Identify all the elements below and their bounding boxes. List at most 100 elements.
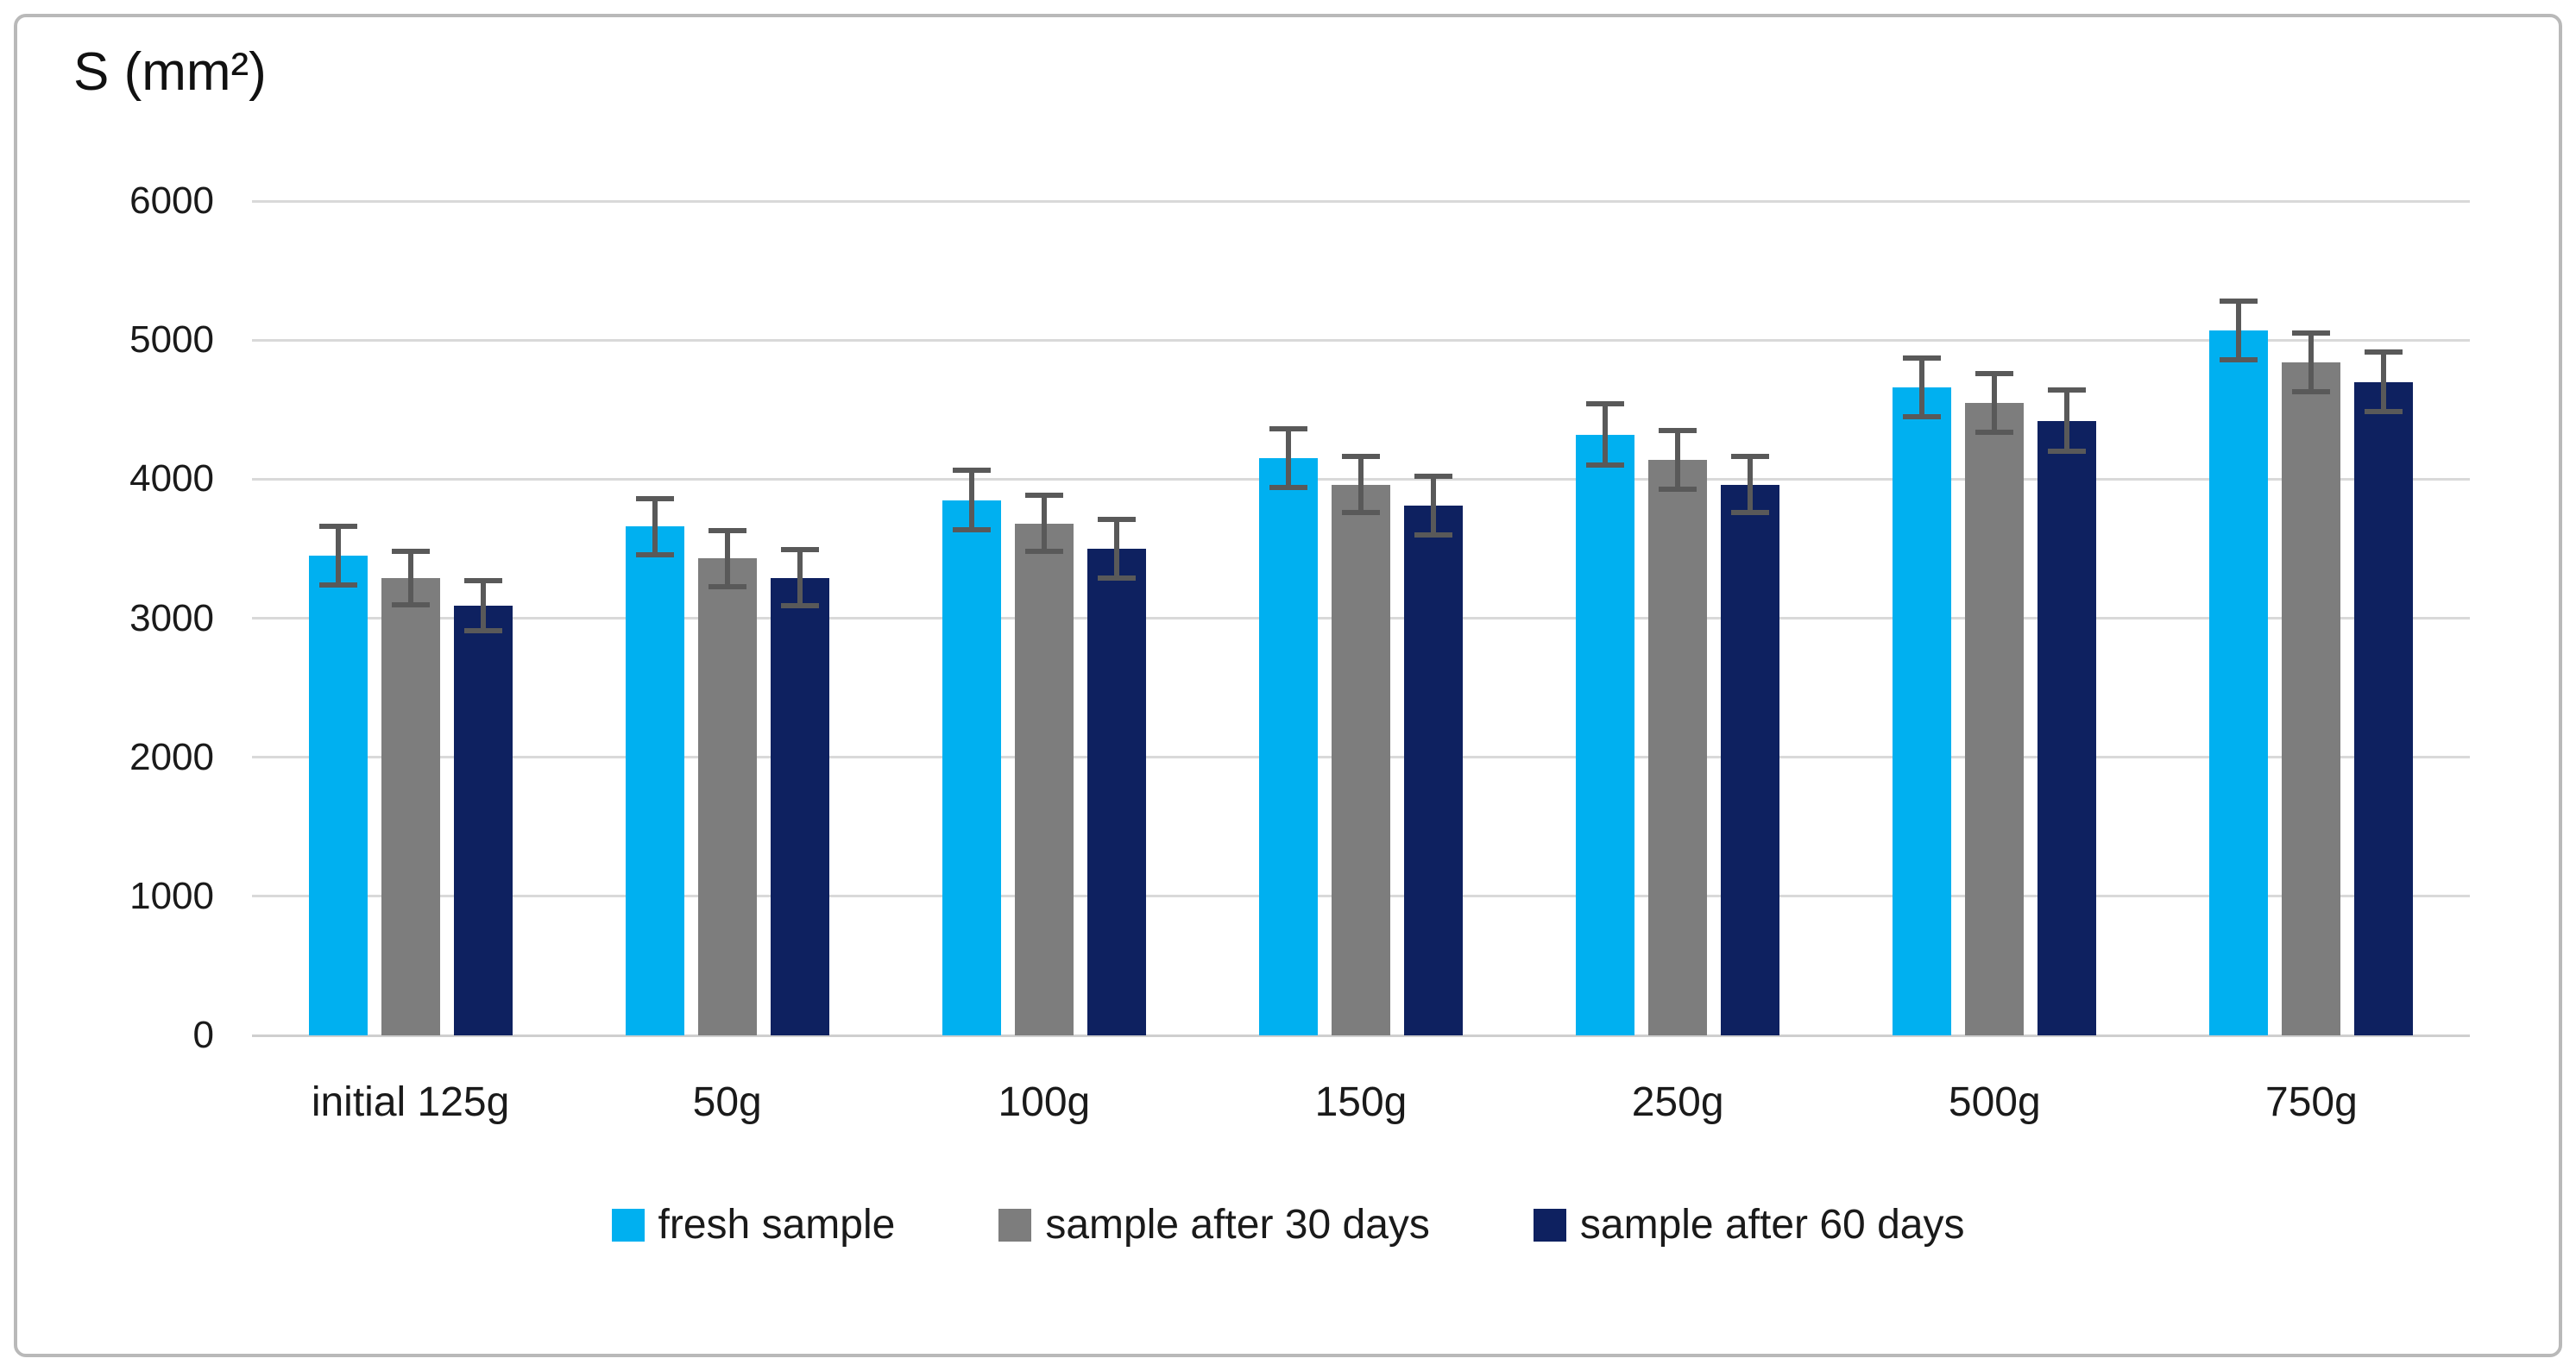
bar-series1-500g: [1893, 387, 1952, 1035]
x-axis-label: initial 125g: [311, 1079, 510, 1125]
error-bar: [2048, 387, 2087, 455]
bar-series1-initial-125g: [308, 555, 368, 1035]
error-bar: [1414, 473, 1452, 538]
error-bar-cap-bottom: [1731, 510, 1770, 516]
error-bar-cap-bottom: [2048, 449, 2087, 455]
bar-series2-initial-125g: [381, 577, 440, 1035]
error-bar-line: [1041, 493, 1047, 555]
error-bar-cap-top: [1975, 370, 2014, 376]
bar-series1-250g: [1576, 434, 1635, 1035]
gridline-0: [252, 1034, 2470, 1037]
bar-series2-500g: [1965, 402, 2025, 1035]
bar-series2-750g: [2282, 362, 2341, 1035]
error-bar-line: [1113, 516, 1119, 581]
error-bar-cap-top: [1269, 426, 1307, 432]
error-bar-line: [968, 468, 974, 532]
error-bar-cap-top: [952, 468, 991, 474]
legend-label: sample after 60 days: [1579, 1202, 1965, 1248]
bar-series1-50g: [625, 526, 684, 1035]
bar-series1-100g: [942, 500, 1001, 1035]
legend-label: fresh sample: [658, 1202, 896, 1248]
y-axis-tick-label: 3000: [129, 596, 214, 639]
error-bar-cap-bottom: [1024, 549, 1063, 555]
legend-swatch: [998, 1209, 1032, 1242]
error-bar-cap-top: [2365, 349, 2403, 355]
y-axis-tick-label: 1000: [129, 874, 214, 917]
y-axis-tick-label: 5000: [129, 318, 214, 362]
bar-series3-750g: [2354, 381, 2414, 1035]
bar-series2-250g: [1648, 459, 1708, 1035]
error-bar-cap-bottom: [1342, 510, 1380, 516]
error-bar-line: [1286, 426, 1291, 491]
y-axis-tick-label: 4000: [129, 457, 214, 500]
bar-series3-150g: [1404, 505, 1463, 1035]
error-bar-cap-bottom: [635, 551, 674, 557]
error-bar-cap-bottom: [463, 628, 502, 634]
error-bar-cap-top: [635, 495, 674, 501]
bar-series1-150g: [1259, 458, 1318, 1035]
error-bar-line: [1675, 427, 1681, 492]
error-bar: [708, 527, 746, 589]
error-bar-line: [1358, 454, 1364, 516]
legend-item: sample after 30 days: [998, 1204, 1430, 1246]
legend-swatch: [1533, 1209, 1566, 1242]
bar-series2-100g: [1014, 523, 1074, 1035]
error-bar-line: [797, 547, 803, 609]
error-bar-line: [652, 495, 658, 557]
bar-series3-500g: [2037, 420, 2097, 1035]
legend-item: fresh sample: [611, 1202, 896, 1248]
error-bar: [1024, 493, 1063, 555]
y-axis-tick-label: 0: [192, 1014, 214, 1056]
error-bar-cap-bottom: [1269, 485, 1307, 491]
error-bar-line: [1992, 370, 1998, 435]
chart-title: S (mm²): [73, 42, 267, 102]
error-bar-cap-bottom: [780, 603, 819, 609]
error-bar: [1659, 427, 1697, 492]
legend-item: sample after 60 days: [1533, 1202, 1965, 1248]
error-bar: [635, 495, 674, 557]
error-bar: [2365, 349, 2403, 414]
error-bar-cap-bottom: [708, 583, 746, 589]
error-bar-cap-bottom: [1097, 575, 1136, 581]
error-bar-cap-top: [463, 577, 502, 583]
error-bar: [1975, 370, 2014, 435]
error-bar-cap-bottom: [952, 526, 991, 532]
error-bar-cap-bottom: [318, 582, 357, 588]
bar-series2-50g: [697, 558, 757, 1035]
error-bar: [1586, 401, 1625, 469]
error-bar-cap-top: [708, 527, 746, 533]
error-bar-cap-top: [1659, 427, 1697, 433]
error-bar-cap-top: [2220, 298, 2258, 304]
gridline-6000: [252, 199, 2470, 203]
bar-series3-initial-125g: [453, 605, 513, 1035]
error-bar-cap-top: [2292, 330, 2331, 336]
error-bar-cap-top: [1024, 493, 1063, 499]
y-axis-tick-label: 6000: [129, 179, 214, 222]
error-bar-cap-bottom: [1586, 462, 1625, 469]
gridline-5000: [252, 338, 2470, 342]
error-bar-cap-top: [1731, 454, 1770, 460]
bar-series2-150g: [1332, 484, 1390, 1035]
x-axis-label: 750g: [2265, 1079, 2358, 1125]
error-bar-cap-bottom: [2365, 408, 2403, 414]
error-bar-line: [1603, 401, 1609, 469]
error-bar-line: [2236, 298, 2242, 362]
error-bar-line: [2308, 330, 2315, 394]
error-bar: [2292, 330, 2331, 394]
error-bar: [391, 548, 430, 607]
error-bar-cap-top: [318, 523, 357, 529]
error-bar: [1903, 355, 1942, 420]
error-bar: [1342, 454, 1380, 516]
error-bar-cap-top: [391, 548, 430, 554]
legend-label: sample after 30 days: [1045, 1202, 1430, 1248]
error-bar: [318, 523, 357, 588]
error-bar-line: [1431, 473, 1436, 538]
bar-series3-50g: [770, 577, 829, 1035]
error-bar-cap-bottom: [391, 601, 430, 607]
error-bar-cap-top: [1414, 473, 1452, 479]
error-bar-line: [2381, 349, 2387, 414]
error-bar-line: [480, 577, 486, 634]
error-bar: [1097, 516, 1136, 581]
x-axis-label: 250g: [1631, 1079, 1724, 1125]
